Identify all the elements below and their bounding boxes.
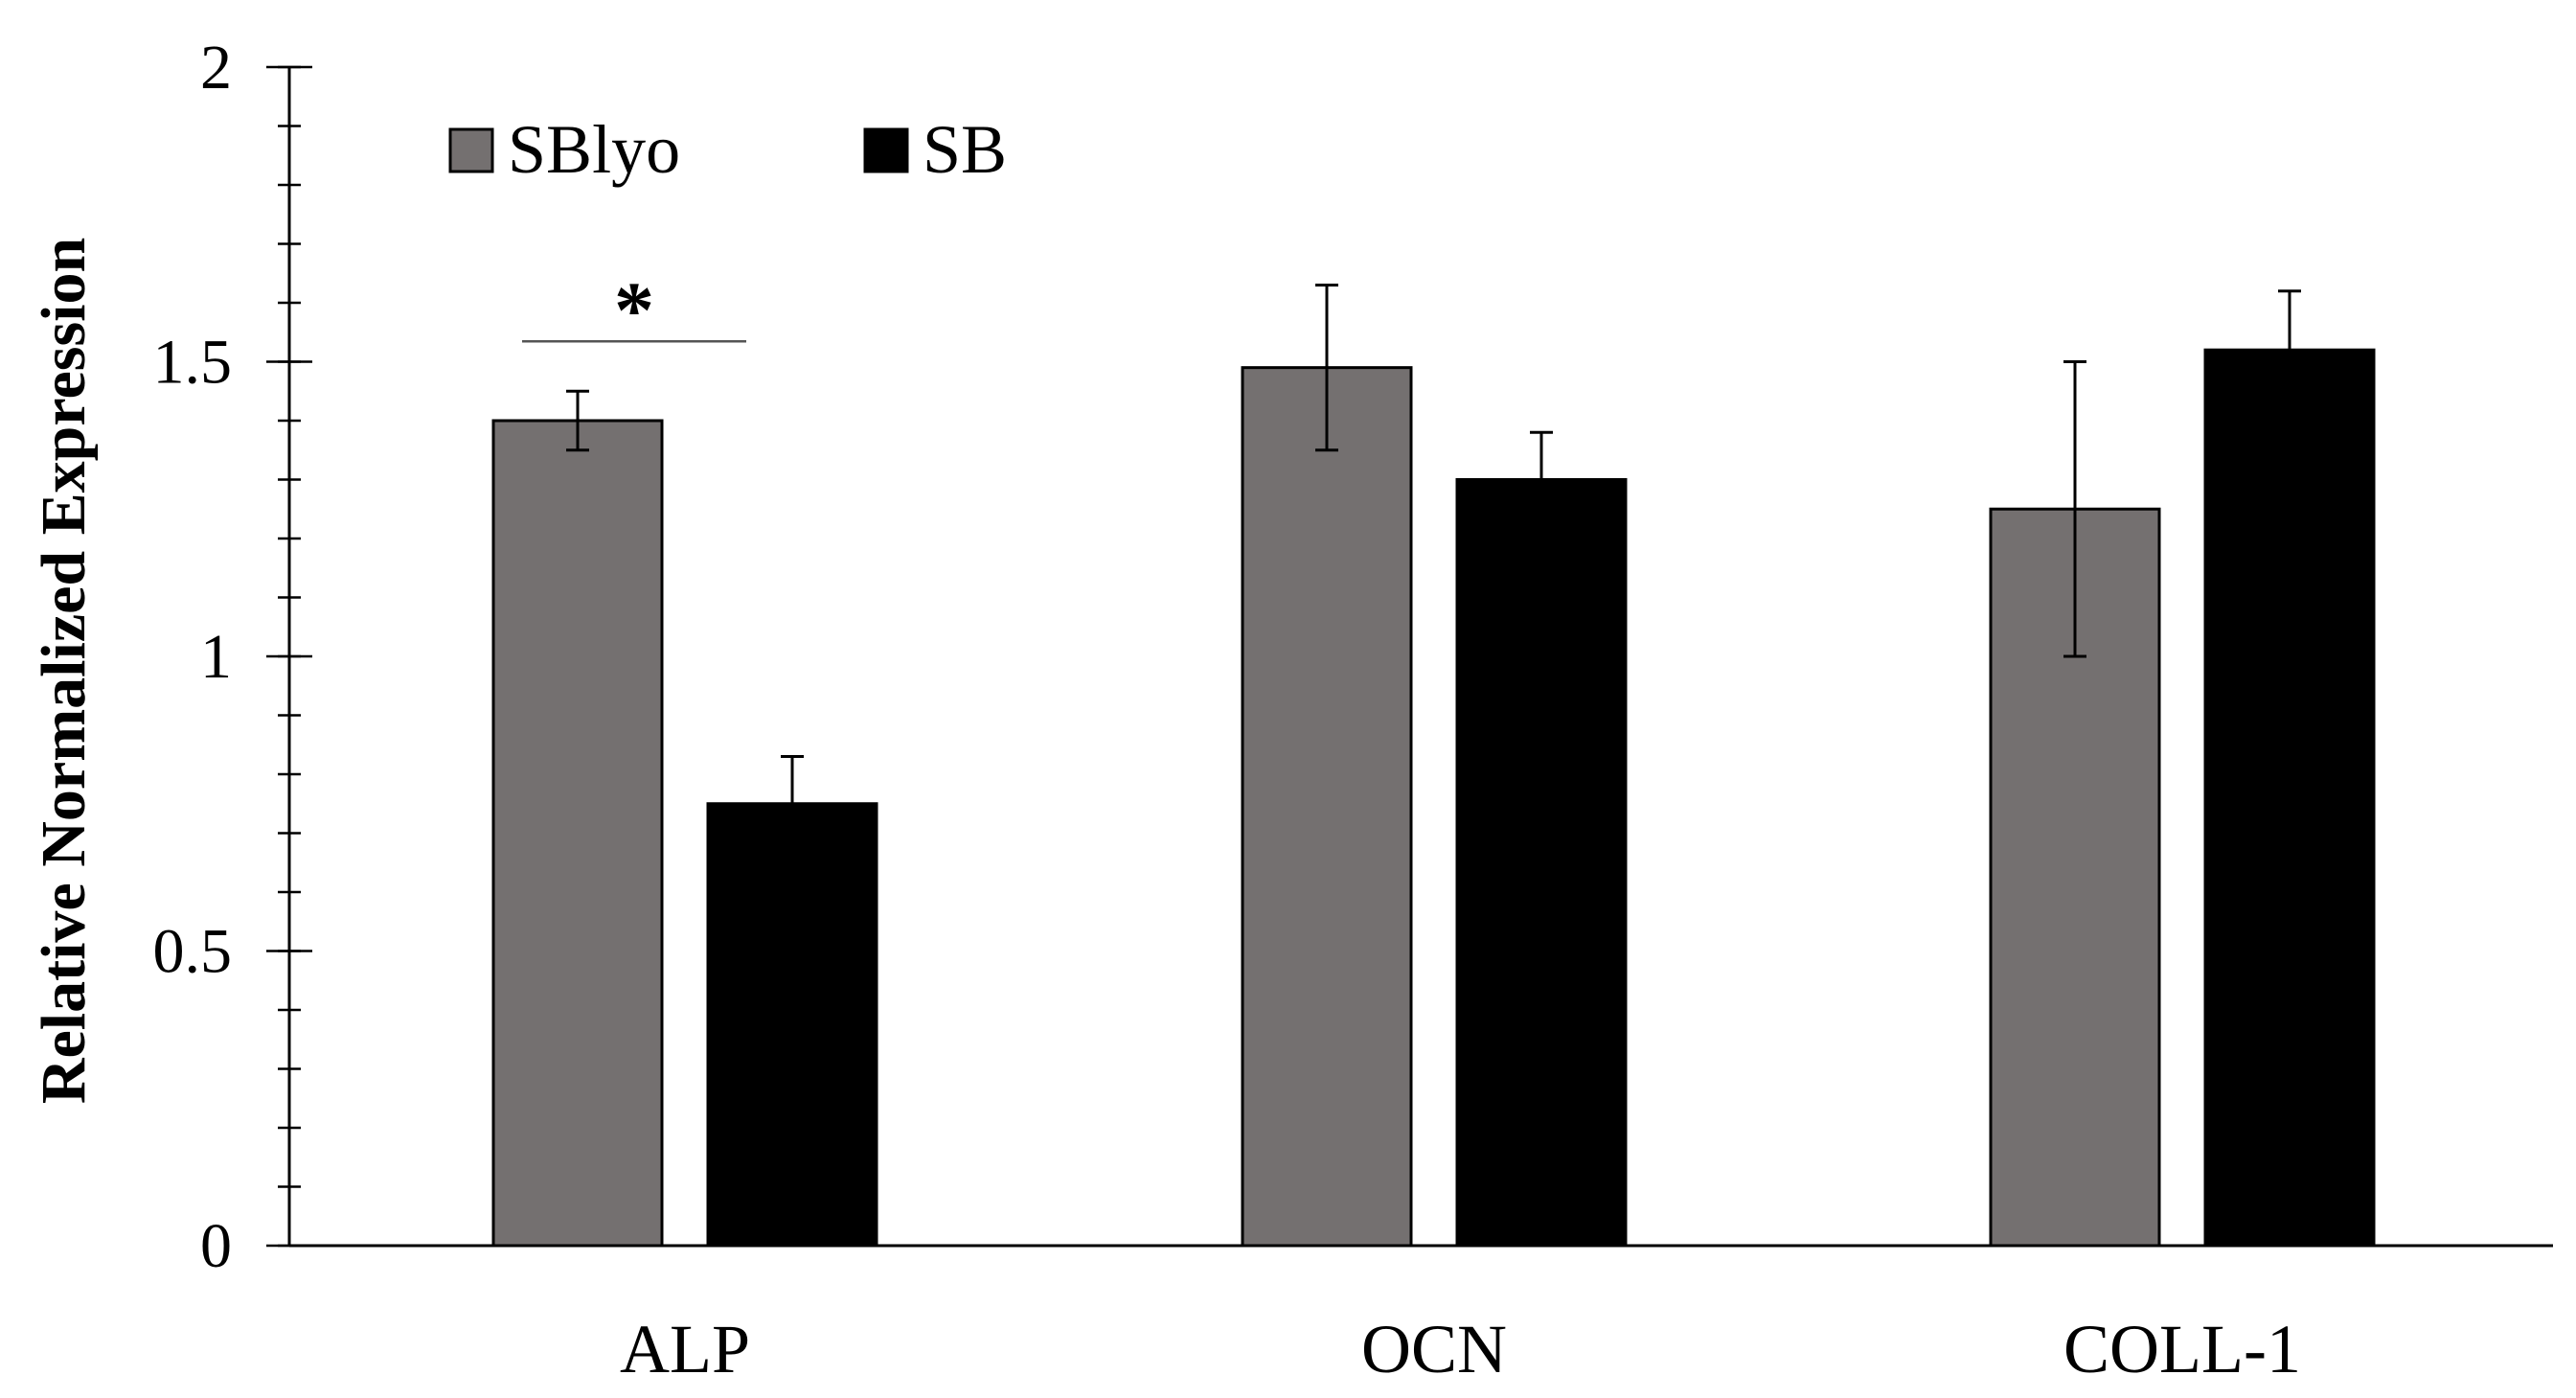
bars xyxy=(491,348,2376,1248)
category-labels: ALP OCN COLL-1 xyxy=(620,1311,2301,1387)
bar-sblyo-ocn xyxy=(1241,366,1413,1248)
x-tick-label: COLL-1 xyxy=(2063,1311,2301,1387)
y-tick-label: 1 xyxy=(200,622,232,692)
y-tick-label: 2 xyxy=(200,33,232,103)
legend-swatch-sblyo xyxy=(448,127,494,173)
significance-star: * xyxy=(614,265,654,355)
x-tick-label: OCN xyxy=(1361,1311,1507,1387)
legend-swatch-sb xyxy=(863,127,909,173)
y-tick-label: 1.5 xyxy=(153,328,233,398)
y-axis-label: Relative Normalized Expression xyxy=(29,238,99,1104)
bar-sb-alp xyxy=(706,802,878,1248)
major-ticks: 0 0.5 1 1.5 2 xyxy=(153,33,312,1281)
error-bars xyxy=(566,284,2301,853)
legend-label-sb: SB xyxy=(923,111,1007,188)
y-tick-label: 0 xyxy=(200,1211,232,1281)
annotations: * xyxy=(522,265,746,355)
bar-sblyo-alp xyxy=(491,419,664,1248)
legend-label-sblyo: SBlyo xyxy=(508,111,680,188)
legend: SBlyo SB xyxy=(448,111,1007,188)
bar-sb-ocn xyxy=(1455,478,1628,1248)
bar-sb-coll-1 xyxy=(2203,348,2376,1248)
x-tick-label: ALP xyxy=(620,1311,750,1387)
y-tick-label: 0.5 xyxy=(153,917,233,987)
